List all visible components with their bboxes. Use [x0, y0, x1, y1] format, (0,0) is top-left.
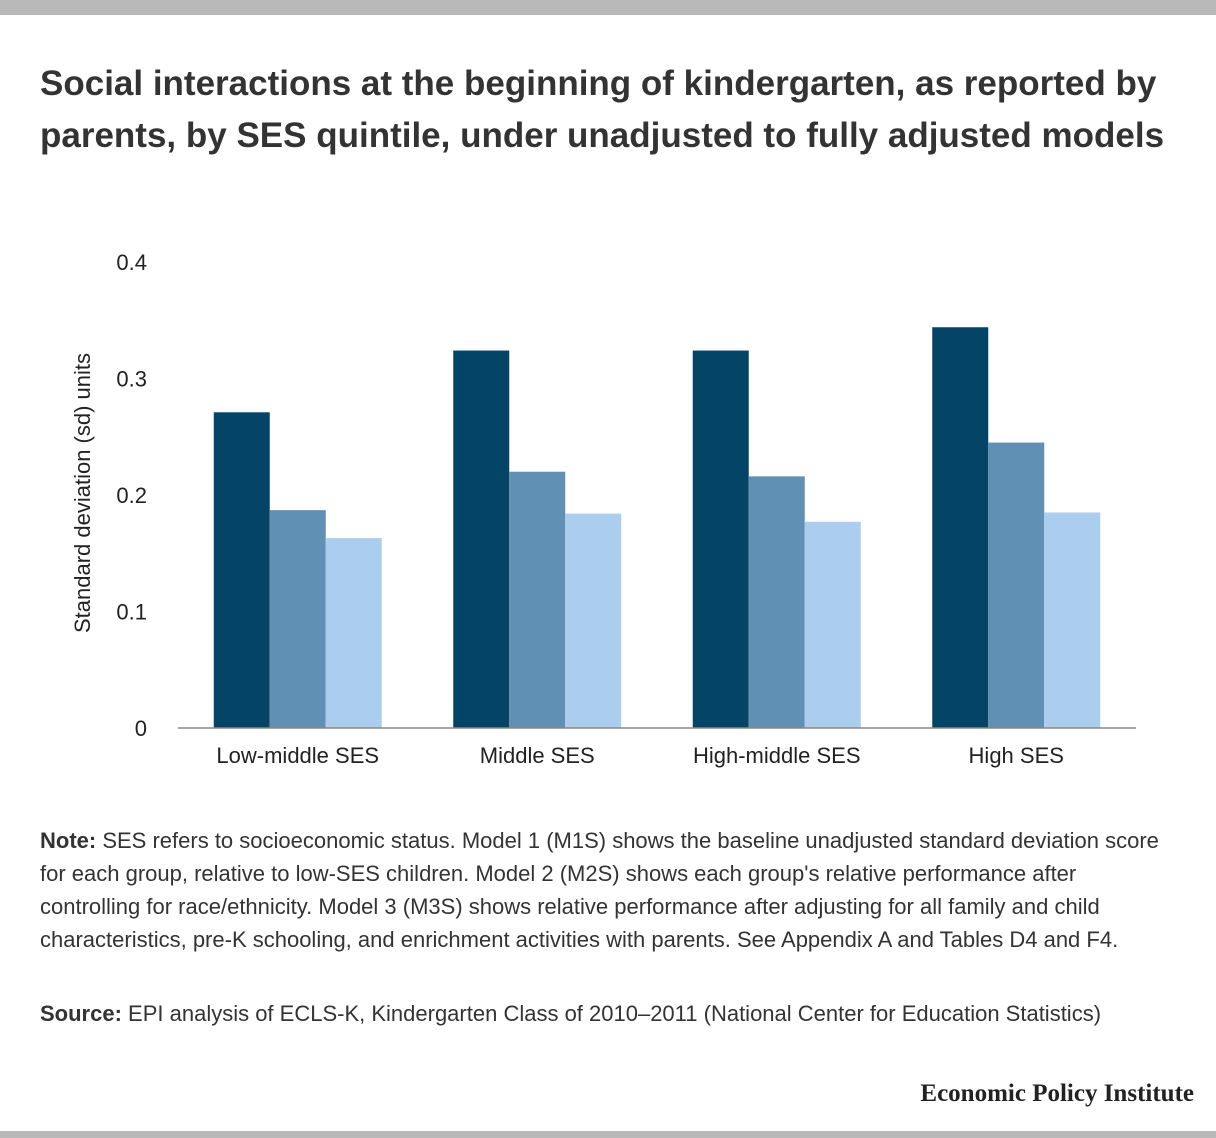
bar [932, 327, 989, 728]
y-tick-label: 0.2 [116, 483, 147, 508]
y-tick-labels: 0 0.1 0.2 0.3 0.4 [116, 250, 147, 741]
bar [509, 471, 566, 728]
chart-title: Social interactions at the beginning of … [40, 64, 1165, 155]
note-label: Note: [40, 828, 97, 853]
bar [988, 442, 1045, 728]
bar [453, 350, 510, 728]
x-tick-label: Middle SES [480, 743, 595, 768]
y-tick-label: 0.4 [116, 250, 147, 275]
bar [1044, 512, 1101, 728]
bars [213, 327, 1101, 728]
bar [804, 521, 861, 728]
note: Note: SES refers to socioeconomic status… [40, 824, 1180, 956]
source: Source: EPI analysis of ECLS-K, Kinderga… [40, 997, 1180, 1030]
x-tick-label: High SES [969, 743, 1064, 768]
bar-chart: Standard deviation (sd) units 0 0.1 0.2 0.3… [70, 250, 1136, 768]
bar [692, 350, 749, 728]
x-tick-labels: Low-middle SES Middle SES High-middle SES H… [216, 743, 1064, 768]
source-label: Source: [40, 1001, 122, 1026]
y-tick-label: 0 [135, 716, 147, 741]
publisher-brand: Economic Policy Institute [920, 1080, 1194, 1107]
bar [748, 476, 805, 728]
bar [269, 510, 326, 728]
source-text: EPI analysis of ECLS-K, Kindergarten Cla… [121, 1001, 1102, 1026]
bar [565, 513, 622, 728]
bar [213, 412, 270, 728]
y-tick-label: 0.1 [116, 600, 147, 625]
bar [325, 538, 382, 728]
x-tick-label: High-middle SES [693, 743, 861, 768]
x-tick-label: Low-middle SES [216, 743, 379, 768]
bottom-border [0, 1131, 1216, 1138]
top-border [0, 0, 1216, 15]
note-text: SES refers to socioeconomic status. Mode… [40, 828, 1159, 952]
y-axis-label: Standard deviation (sd) units [70, 353, 95, 633]
y-tick-label: 0.3 [116, 367, 147, 392]
